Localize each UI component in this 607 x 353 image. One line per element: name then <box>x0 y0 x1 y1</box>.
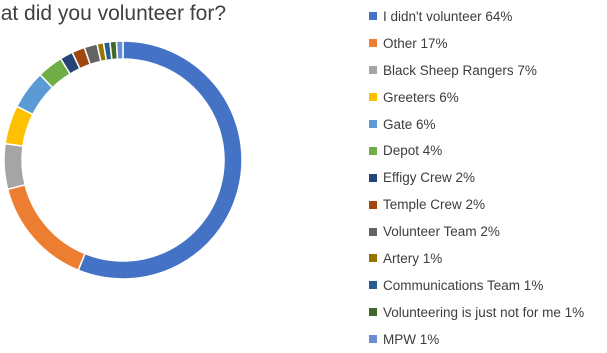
legend-item: Black Sheep Rangers 7% <box>369 57 605 84</box>
legend-label: Greeters 6% <box>383 89 459 105</box>
donut-chart <box>3 40 243 280</box>
legend-item: Effigy Crew 2% <box>369 164 605 191</box>
legend-swatch <box>369 146 377 155</box>
legend-item: Greeters 6% <box>369 84 605 111</box>
chart-legend: I didn't volunteer 64% Other 17% Black She… <box>369 3 605 353</box>
chart-title: What did you volunteer for? <box>0 2 226 25</box>
legend-swatch <box>369 66 377 75</box>
legend-item: Volunteer Team 2% <box>369 218 605 245</box>
donut-slice-1 <box>6 183 86 272</box>
legend-label: I didn't volunteer 64% <box>383 8 513 24</box>
legend-item: Depot 4% <box>369 137 605 164</box>
legend-item: Other 17% <box>369 30 605 57</box>
legend-item: I didn't volunteer 64% <box>369 3 605 30</box>
legend-swatch <box>369 254 377 263</box>
legend-label: Temple Crew 2% <box>383 197 486 213</box>
legend-label: Gate 6% <box>383 116 436 132</box>
legend-label: Volunteer Team 2% <box>383 224 500 240</box>
legend-swatch <box>369 335 377 344</box>
chart-title-area: What did you volunteer for? <box>0 0 300 40</box>
legend-item: Volunteering is just not for me 1% <box>369 299 605 326</box>
legend-swatch <box>369 281 377 290</box>
legend-label: Artery 1% <box>383 250 443 266</box>
legend-swatch <box>369 173 377 182</box>
legend-swatch <box>369 12 377 21</box>
legend-item: Temple Crew 2% <box>369 191 605 218</box>
legend-swatch <box>369 227 377 236</box>
legend-label: Other 17% <box>383 35 448 51</box>
legend-label: MPW 1% <box>383 331 440 347</box>
legend-swatch <box>369 120 377 128</box>
legend-label: Communications Team 1% <box>383 277 544 293</box>
legend-swatch <box>369 39 377 48</box>
legend-label: Black Sheep Rangers 7% <box>383 62 537 78</box>
legend-label: Depot 4% <box>383 143 443 159</box>
donut-slice-12 <box>115 40 124 60</box>
legend-item: MPW 1% <box>369 326 605 353</box>
legend-item: Communications Team 1% <box>369 272 605 299</box>
legend-swatch <box>369 200 377 209</box>
legend-label: Volunteering is just not for me 1% <box>383 304 585 320</box>
legend-item: Gate 6% <box>369 111 605 138</box>
legend-swatch <box>369 308 377 317</box>
donut-slice-2 <box>3 142 27 191</box>
donut-slice-0 <box>77 40 243 280</box>
legend-swatch <box>369 93 377 102</box>
legend-item: Artery 1% <box>369 245 605 272</box>
legend-label: Effigy Crew 2% <box>383 170 476 186</box>
